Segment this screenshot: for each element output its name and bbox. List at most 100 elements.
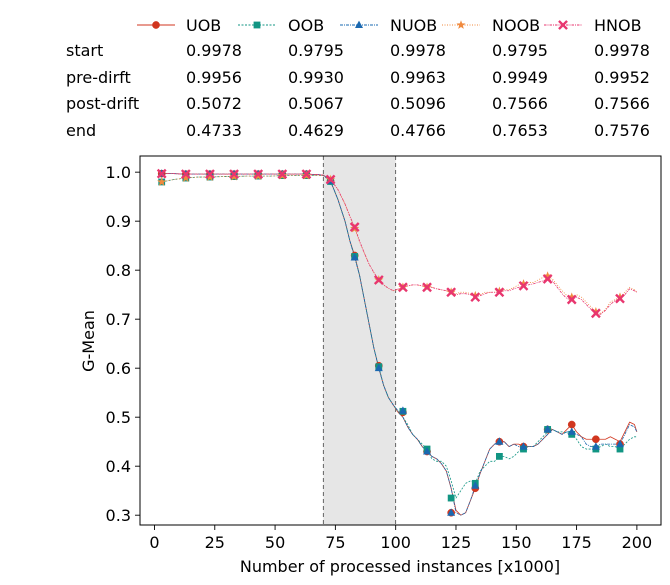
data-point-hnob [422, 282, 432, 293]
cell-uob: 0.4733 [186, 121, 242, 140]
data-point-nuob [374, 363, 383, 372]
row-label: post-drift [66, 94, 139, 113]
legend-entry-oob: OOB [238, 16, 324, 35]
legend-marker-oob [253, 21, 261, 29]
data-point-noob [181, 173, 191, 182]
table-row-start: start 0.9978 0.9795 0.9978 0.9795 0.9978 [66, 41, 650, 60]
data-point-noob [205, 172, 215, 181]
cell-uob: 0.5072 [186, 94, 242, 113]
data-point-noob [229, 171, 239, 181]
data-point-nuob [543, 425, 552, 433]
data-point-noob [567, 292, 577, 302]
y-tick-label: 0.4 [106, 457, 131, 476]
data-point-uob [567, 420, 576, 429]
drift-region-shading [323, 156, 396, 525]
data-point-nuob [350, 253, 359, 261]
cell-hnob: 0.9978 [594, 41, 650, 60]
data-point-hnob [446, 287, 457, 298]
data-point-hnob [253, 169, 264, 180]
data-point-hnob [518, 280, 529, 291]
cell-nuob: 0.5096 [390, 94, 446, 113]
x-axis: 0 25 50 75 100 125 150 175 200 [149, 525, 652, 552]
legend-swatch-hnob [544, 20, 582, 30]
y-axis: 0.3 0.4 0.5 0.6 0.7 0.8 0.9 1.0 [106, 163, 140, 525]
summary-table: start 0.9978 0.9795 0.9978 0.9795 0.9978… [66, 41, 650, 140]
data-point-hnob [542, 274, 553, 284]
y-tick-label: 0.5 [106, 408, 131, 427]
data-point-nuob [567, 427, 576, 435]
data-point-nuob [495, 437, 504, 445]
row-label: pre-dirft [66, 68, 131, 87]
data-point-oob [616, 445, 624, 453]
cell-nuob: 0.4766 [390, 121, 446, 140]
data-point-nuob [471, 481, 480, 489]
cell-hnob: 0.7566 [594, 94, 650, 113]
y-tick-label: 0.7 [106, 310, 131, 329]
data-point-hnob [590, 308, 601, 319]
y-tick-label: 0.3 [106, 506, 131, 525]
data-point-hnob [180, 169, 191, 180]
data-point-hnob [349, 222, 360, 232]
cell-oob: 0.9795 [288, 41, 344, 60]
x-tick-label: 100 [380, 533, 411, 552]
cell-nuob: 0.9978 [390, 41, 446, 60]
x-tick-label: 175 [561, 533, 592, 552]
cell-noob: 0.9795 [492, 41, 548, 60]
legend-label-oob: OOB [288, 16, 324, 35]
data-point-hnob [277, 169, 288, 180]
y-tick-label: 1.0 [106, 163, 131, 182]
data-point-hnob [156, 168, 167, 179]
legend: UOB OOB NUOB NOOB HNOB [137, 16, 642, 35]
legend-marker-nuob [355, 20, 363, 28]
legend-label-uob: UOB [186, 16, 221, 35]
legend-swatch-nuob [340, 20, 378, 28]
legend-label-nuob: NUOB [390, 16, 437, 35]
table-row-end: end 0.4733 0.4629 0.4766 0.7653 0.7576 [66, 121, 650, 140]
x-tick-label: 50 [265, 533, 285, 552]
legend-swatch-oob [238, 21, 276, 29]
cell-uob: 0.9956 [186, 68, 242, 87]
cell-noob: 0.7653 [492, 121, 548, 140]
data-point-nuob [398, 406, 407, 414]
cell-hnob: 0.9952 [594, 68, 650, 87]
data-point-noob [591, 307, 601, 316]
data-point-hnob [229, 169, 239, 180]
data-point-nuob [615, 439, 624, 448]
data-point-hnob [205, 169, 215, 180]
data-point-nuob [591, 442, 600, 450]
plot-area [139, 155, 662, 526]
legend-label-hnob: HNOB [594, 16, 642, 35]
cell-noob: 0.9949 [492, 68, 548, 87]
y-tick-label: 0.8 [106, 261, 131, 280]
cell-nuob: 0.9963 [390, 68, 446, 87]
data-point-noob [157, 177, 167, 186]
series-line-oob [161, 175, 637, 499]
data-point-noob [470, 290, 480, 300]
cell-oob: 0.9930 [288, 68, 344, 87]
data-point-hnob [398, 282, 408, 293]
table-row-pre-drift: pre-dirft 0.9956 0.9930 0.9963 0.9949 0.… [66, 68, 650, 87]
data-point-hnob [325, 174, 336, 185]
data-point-oob [447, 494, 455, 502]
data-point-noob [543, 271, 553, 280]
data-point-noob [615, 292, 625, 302]
data-point-hnob [301, 169, 312, 180]
cell-noob: 0.7566 [492, 94, 548, 113]
legend-label-noob: NOOB [492, 16, 540, 35]
x-axis-label: Number of processed instances [x1000] [240, 557, 560, 576]
data-point-nuob [423, 447, 432, 455]
y-axis-label: G-Mean [79, 310, 98, 372]
legend-marker-noob [456, 20, 466, 29]
x-tick-label: 125 [441, 533, 472, 552]
legend-marker-uob [152, 21, 160, 29]
data-point-nuob [447, 508, 456, 516]
cell-oob: 0.5067 [288, 94, 344, 113]
legend-entry-uob: UOB [137, 16, 221, 35]
table-row-post-drift: post-drift 0.5072 0.5067 0.5096 0.7566 0… [66, 94, 650, 113]
marker-layer [156, 168, 625, 517]
axes-frame [139, 155, 662, 526]
row-label: start [66, 41, 103, 60]
legend-entry-hnob: HNOB [544, 16, 642, 35]
legend-marker-hnob [558, 20, 568, 30]
